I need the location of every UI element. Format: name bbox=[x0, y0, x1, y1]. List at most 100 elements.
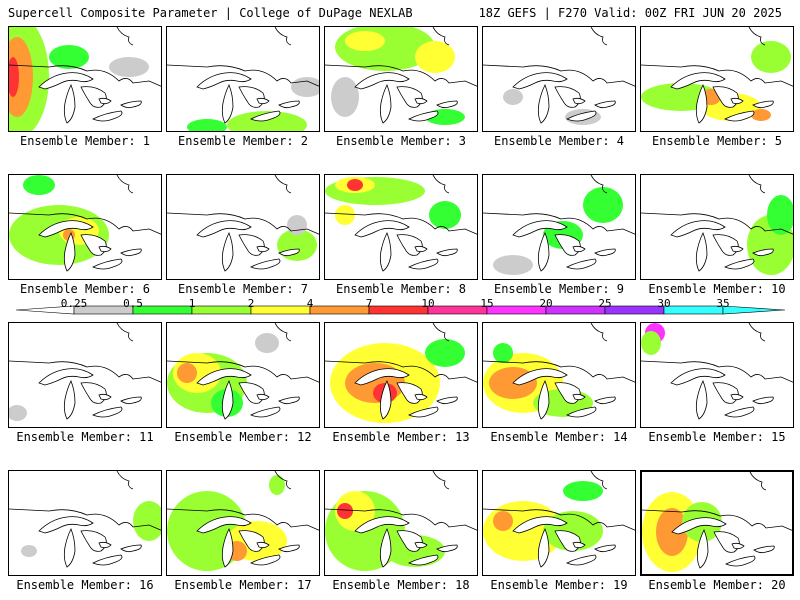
member-map-16[interactable] bbox=[8, 470, 162, 576]
member-map-14[interactable] bbox=[482, 322, 636, 428]
lake-outline bbox=[414, 541, 428, 549]
scp-contour-fill bbox=[493, 255, 533, 275]
member-label: Ensemble Member: 11 bbox=[16, 430, 154, 444]
member-map-7[interactable] bbox=[166, 174, 320, 280]
scp-contour-fill bbox=[563, 481, 603, 501]
member-map-canvas bbox=[641, 323, 793, 420]
lake-outline bbox=[671, 517, 727, 535]
lake-outline bbox=[250, 406, 281, 418]
coastline-outline bbox=[590, 471, 608, 490]
member-map-12[interactable] bbox=[166, 322, 320, 428]
border-outline bbox=[483, 212, 635, 235]
scp-contour-fill bbox=[23, 175, 55, 195]
member-map-15[interactable] bbox=[640, 322, 794, 428]
lake-outline bbox=[92, 110, 123, 122]
member-map-20[interactable] bbox=[640, 470, 794, 576]
member-map-6[interactable] bbox=[8, 174, 162, 280]
lake-outline bbox=[221, 84, 234, 124]
colorbar-tick-label: 15 bbox=[480, 297, 494, 310]
lake-outline bbox=[566, 110, 597, 122]
lake-outline bbox=[196, 516, 252, 534]
border-outline bbox=[483, 508, 635, 531]
border-outline bbox=[325, 212, 477, 235]
lake-outline bbox=[278, 248, 300, 257]
border-outline bbox=[641, 360, 793, 383]
lake-outline bbox=[38, 368, 94, 386]
scp-contour-fill bbox=[335, 205, 355, 225]
lake-outline bbox=[250, 554, 281, 566]
lake-outline bbox=[594, 248, 616, 257]
border-outline bbox=[483, 360, 635, 383]
coastline-outline bbox=[116, 175, 134, 194]
member-map-canvas bbox=[325, 471, 477, 571]
lake-outline bbox=[256, 97, 270, 105]
member-map-canvas bbox=[167, 27, 319, 131]
lake-outline bbox=[730, 393, 744, 401]
member-label: Ensemble Member: 4 bbox=[493, 134, 625, 148]
member-map-1[interactable] bbox=[8, 26, 162, 132]
lake-outline bbox=[396, 234, 423, 256]
member-map-4[interactable] bbox=[482, 26, 636, 132]
coastline-outline bbox=[432, 471, 450, 490]
member-map-3[interactable] bbox=[324, 26, 478, 132]
lake-outline bbox=[80, 530, 107, 552]
lake-outline bbox=[238, 234, 265, 256]
member-map-18[interactable] bbox=[324, 470, 478, 576]
lake-outline bbox=[537, 232, 550, 272]
member-map-17[interactable] bbox=[166, 470, 320, 576]
lake-outline bbox=[695, 84, 708, 124]
lake-outline bbox=[712, 234, 739, 256]
run-info: 18Z GEFS | F270 Valid: 00Z FRI JUN 20 20… bbox=[478, 6, 782, 20]
member-map-8[interactable] bbox=[324, 174, 478, 280]
lake-outline bbox=[38, 220, 94, 238]
lake-outline bbox=[379, 380, 392, 420]
coastline-outline bbox=[274, 323, 292, 342]
member-map-canvas bbox=[641, 175, 793, 275]
member-map-2[interactable] bbox=[166, 26, 320, 132]
lake-outline bbox=[396, 530, 423, 552]
lake-outline bbox=[695, 232, 708, 272]
member-map-canvas bbox=[483, 27, 635, 125]
lake-outline bbox=[537, 528, 550, 568]
lake-outline bbox=[554, 530, 581, 552]
member-map-11[interactable] bbox=[8, 322, 162, 428]
member-label: Ensemble Member: 16 bbox=[16, 578, 154, 592]
member-map-9[interactable] bbox=[482, 174, 636, 280]
colorbar-high-arrow bbox=[722, 305, 786, 315]
lake-outline bbox=[256, 541, 270, 549]
member-label: Ensemble Member: 8 bbox=[335, 282, 467, 296]
border-outline bbox=[167, 64, 319, 87]
lake-outline bbox=[92, 406, 123, 418]
member-label: Ensemble Member: 17 bbox=[174, 578, 312, 592]
lake-outline bbox=[196, 72, 252, 90]
member-map-19[interactable] bbox=[482, 470, 636, 576]
scp-contour-fill bbox=[287, 215, 307, 235]
lake-outline bbox=[396, 382, 423, 404]
coastline-outline bbox=[590, 27, 608, 46]
lake-outline bbox=[731, 542, 745, 550]
colorbar-tick-label: 2 bbox=[247, 297, 255, 310]
member-label: Ensemble Member: 19 bbox=[490, 578, 628, 592]
border-outline bbox=[641, 64, 793, 87]
member-map-canvas bbox=[325, 175, 477, 272]
lake-outline bbox=[98, 245, 112, 253]
member-map-5[interactable] bbox=[640, 26, 794, 132]
lake-outline bbox=[98, 541, 112, 549]
scp-contour-fill bbox=[429, 201, 461, 229]
lake-outline bbox=[354, 72, 410, 90]
coastline-outline bbox=[274, 27, 292, 46]
lake-outline bbox=[354, 516, 410, 534]
scp-contour-fill bbox=[331, 77, 359, 117]
lake-outline bbox=[436, 396, 458, 405]
coastline-outline bbox=[590, 175, 608, 194]
lake-outline bbox=[250, 258, 281, 270]
lake-outline bbox=[414, 97, 428, 105]
member-map-13[interactable] bbox=[324, 322, 478, 428]
border-outline bbox=[325, 508, 477, 531]
member-map-canvas bbox=[167, 471, 319, 571]
member-label: Ensemble Member: 12 bbox=[174, 430, 312, 444]
lake-outline bbox=[554, 234, 581, 256]
lake-outline bbox=[408, 554, 439, 566]
lake-outline bbox=[712, 382, 739, 404]
member-map-10[interactable] bbox=[640, 174, 794, 280]
